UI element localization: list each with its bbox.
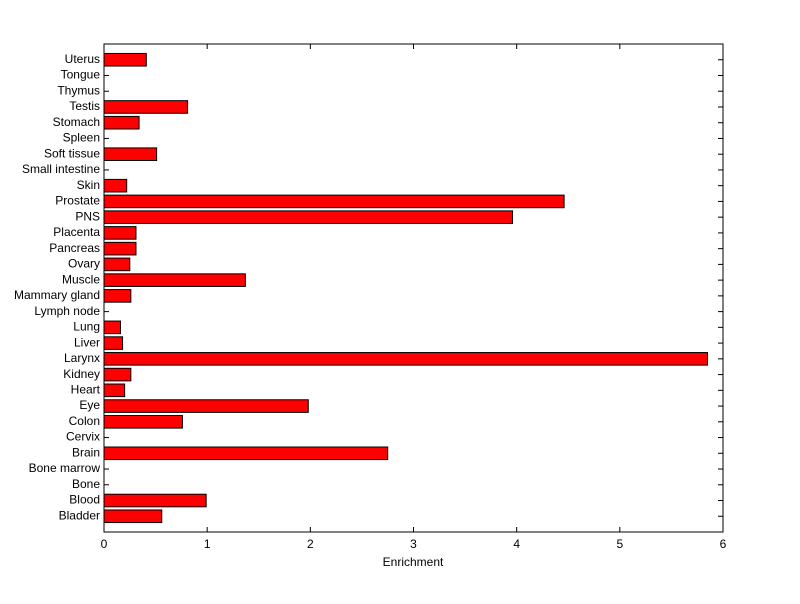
bar: [103, 336, 124, 350]
x-tick-label: 0: [101, 537, 108, 551]
bar: [103, 226, 137, 240]
y-tick-label: Cervix: [66, 430, 100, 444]
y-tick-label: Stomach: [53, 115, 100, 129]
y-tick-label: Soft tissue: [44, 146, 100, 160]
x-tick-label: 3: [410, 537, 417, 551]
y-tick-label: Colon: [69, 414, 100, 428]
bar: [103, 241, 137, 256]
bar: [103, 194, 565, 209]
y-tick-label: Bone marrow: [29, 461, 101, 475]
y-tick-label: Spleen: [63, 131, 100, 145]
bar: [103, 289, 132, 303]
y-tick-label: Prostate: [55, 194, 100, 208]
bar: [103, 446, 389, 461]
x-tick-label: 2: [307, 537, 314, 551]
y-tick-label: Skin: [77, 178, 100, 192]
bar: [103, 257, 131, 272]
bar: [103, 367, 132, 382]
x-axis-label: Enrichment: [383, 555, 444, 569]
y-tick-label: Pancreas: [49, 241, 100, 255]
bar: [103, 52, 147, 67]
y-tick-label: Ovary: [68, 257, 100, 271]
y-tick-label: Brain: [72, 445, 100, 459]
x-tick-label: 1: [204, 537, 211, 551]
y-tick-label: Placenta: [53, 225, 100, 239]
x-tick-label: 5: [616, 537, 623, 551]
y-tick-label: Bladder: [59, 508, 100, 522]
bar: [103, 210, 514, 224]
bar: [103, 147, 158, 161]
bar: [103, 415, 183, 429]
y-tick-label: Tongue: [61, 68, 101, 82]
y-tick-label: Uterus: [65, 52, 100, 66]
y-tick-label: Liver: [74, 335, 100, 349]
x-tick-label: 6: [720, 537, 727, 551]
y-tick-label: Lymph node: [34, 304, 100, 318]
bar: [103, 509, 163, 524]
bar: [103, 178, 128, 193]
bar: [103, 399, 309, 413]
bar: [103, 493, 207, 508]
y-tick-label: Lung: [73, 320, 100, 334]
bar: [103, 383, 126, 398]
y-tick-label: Mammary gland: [14, 288, 100, 302]
y-tick-label: Larynx: [64, 351, 100, 365]
y-tick-label: Small intestine: [22, 162, 100, 176]
bar: [103, 115, 140, 130]
bar: [103, 352, 709, 366]
y-tick-label: Kidney: [63, 367, 100, 381]
bar: [103, 320, 122, 335]
y-tick-label: Testis: [69, 99, 100, 113]
x-tick-label: 4: [513, 537, 520, 551]
y-tick-label: Bone: [72, 477, 100, 491]
bar: [103, 273, 246, 287]
y-tick-label: Muscle: [62, 272, 100, 286]
y-tick-label: PNS: [75, 209, 100, 223]
y-tick-label: Thymus: [57, 83, 100, 97]
bar: [103, 100, 189, 114]
y-tick-label: Heart: [71, 382, 101, 396]
y-tick-label: Blood: [69, 493, 100, 507]
y-tick-label: Eye: [79, 398, 100, 412]
